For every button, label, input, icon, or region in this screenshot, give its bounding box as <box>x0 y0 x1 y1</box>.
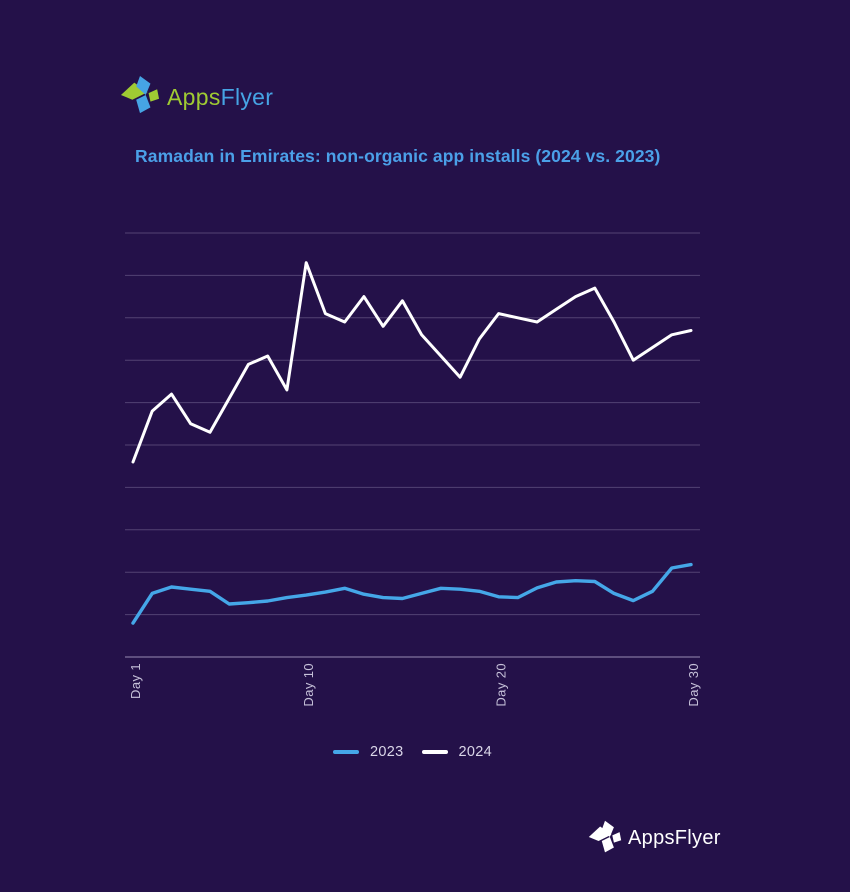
brand-flyer-label: Flyer <box>220 83 274 110</box>
chart-title: Ramadan in Emirates: non-organic app ins… <box>135 146 661 166</box>
brand-apps-label: Apps <box>167 83 221 110</box>
legend-item-2024: 2024 <box>421 744 492 760</box>
x-tick-label: Day 10 <box>301 663 316 707</box>
brand-text: AppsFlyer <box>167 82 273 109</box>
legend-label-2024: 2024 <box>458 744 492 760</box>
legend-dash-2024-icon <box>421 749 448 755</box>
chart-legend: 2023 2024 <box>125 744 700 760</box>
series-line-2024 <box>131 261 693 464</box>
legend-label-2023: 2023 <box>370 744 404 760</box>
series-line-2023 <box>131 562 693 625</box>
x-tick-label: Day 30 <box>686 663 701 707</box>
chart-canvas: Day 1 Day 10 Day 20 Day 30 <box>125 232 701 707</box>
appsflyer-mark-icon <box>120 75 160 114</box>
legend-dash-2023-icon <box>333 749 360 755</box>
footer-brand-text: AppsFlyer <box>628 827 721 849</box>
installs-line-chart: Day 1 Day 10 Day 20 Day 30 <box>0 225 850 737</box>
appsflyer-mark-icon <box>588 820 622 853</box>
x-tick-label: Day 20 <box>494 663 509 707</box>
appsflyer-footer-logo: AppsFlyer <box>588 816 721 858</box>
x-tick-label: Day 1 <box>128 663 143 699</box>
legend-item-2023: 2023 <box>333 744 403 760</box>
appsflyer-logo: AppsFlyer <box>120 72 273 118</box>
